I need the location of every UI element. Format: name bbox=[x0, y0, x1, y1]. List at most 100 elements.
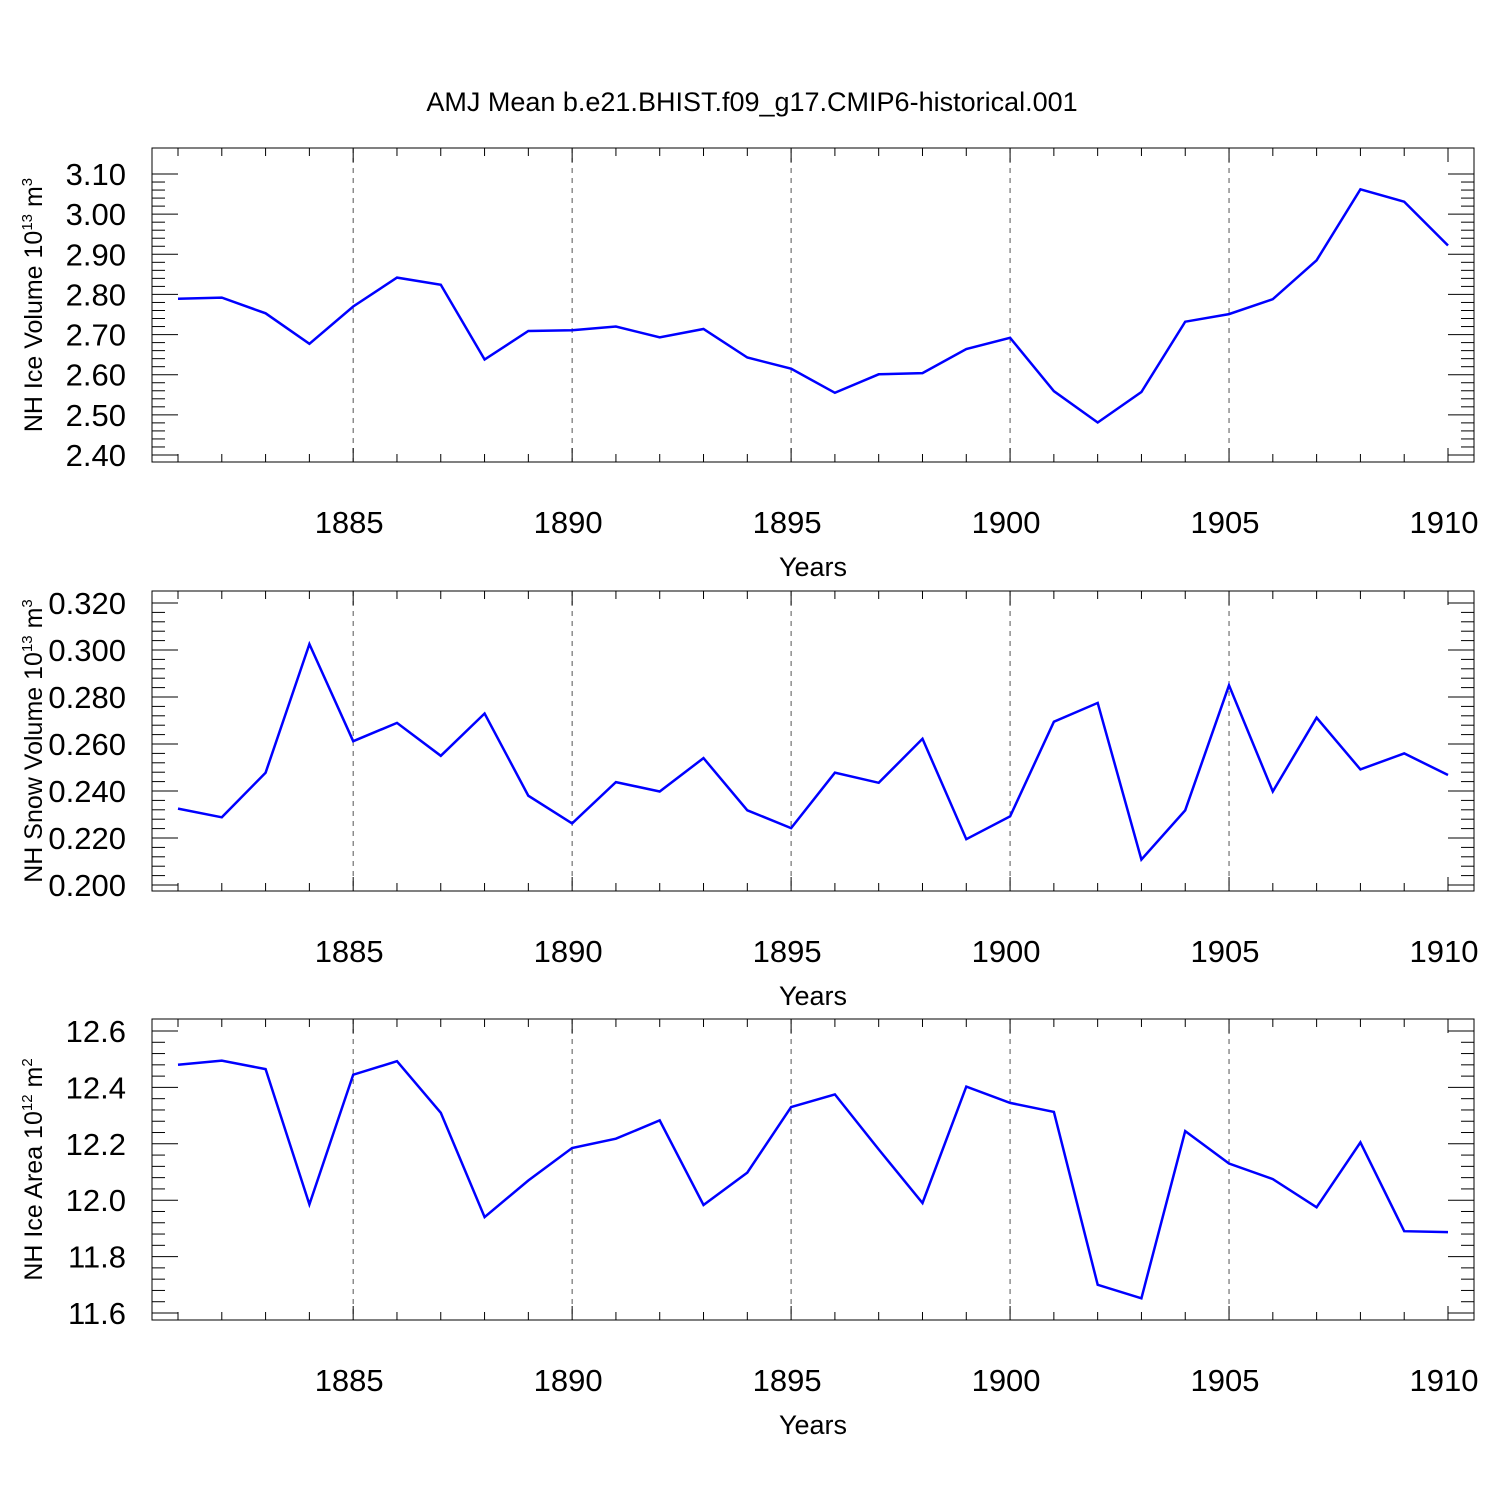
data-point bbox=[1447, 244, 1449, 246]
data-point bbox=[834, 772, 836, 774]
y-axis-label-text: m bbox=[20, 608, 48, 636]
x-tick-label: 1905 bbox=[1191, 1363, 1260, 1398]
plot-frame bbox=[151, 590, 1475, 892]
data-point bbox=[878, 1148, 880, 1150]
data-point bbox=[615, 1138, 617, 1140]
x-tick-label: 1900 bbox=[972, 934, 1041, 969]
data-point bbox=[527, 330, 529, 332]
data-point bbox=[440, 284, 442, 286]
panel-3: 11.6 11.8 12.0 12.2 12.4 12.6 1885 1890 1895 1900… bbox=[19, 1014, 1478, 1440]
data-point bbox=[659, 1119, 661, 1121]
y-axis-label-superscript: 13 bbox=[19, 635, 36, 652]
data-point bbox=[790, 827, 792, 829]
y-axis-label-superscript: 3 bbox=[19, 178, 36, 186]
x-tick-label: 1890 bbox=[534, 505, 603, 540]
data-point bbox=[221, 296, 223, 298]
x-tick-label: 1885 bbox=[315, 505, 384, 540]
data-point bbox=[1359, 768, 1361, 770]
y-axis-label-superscript: 13 bbox=[19, 214, 36, 231]
data-point bbox=[746, 1171, 748, 1173]
data-point bbox=[1359, 188, 1361, 190]
data-point bbox=[1272, 1178, 1274, 1180]
data-point bbox=[352, 1074, 354, 1076]
data-point bbox=[921, 372, 923, 374]
data-point bbox=[702, 328, 704, 330]
y-tick-label: 0.300 bbox=[48, 633, 126, 668]
data-point bbox=[1053, 721, 1055, 723]
data-point bbox=[571, 1147, 573, 1149]
data-point bbox=[1228, 1162, 1230, 1164]
y-tick-label: 0.240 bbox=[48, 774, 126, 809]
data-point bbox=[615, 781, 617, 783]
x-tick-label: 1910 bbox=[1410, 505, 1479, 540]
y-tick-label: 12.4 bbox=[66, 1070, 126, 1105]
x-tick-label: 1885 bbox=[315, 1363, 384, 1398]
x-tick-label: 1910 bbox=[1410, 1363, 1479, 1398]
y-axis-label-superscript: 12 bbox=[19, 1094, 36, 1111]
x-tick-label: 1895 bbox=[753, 1363, 822, 1398]
data-point bbox=[746, 356, 748, 358]
data-point bbox=[177, 1064, 179, 1066]
data-point bbox=[1403, 752, 1405, 754]
data-point bbox=[834, 1093, 836, 1095]
data-point bbox=[965, 838, 967, 840]
series-line bbox=[177, 640, 1449, 863]
y-axis-label-text: NH Ice Volume 10 bbox=[20, 231, 48, 433]
y-tick-label: 2.50 bbox=[66, 398, 126, 433]
data-point bbox=[1184, 809, 1186, 811]
panel-2: 0.200 0.220 0.240 0.260 0.280 0.300 0.320 1885 1… bbox=[19, 586, 1478, 1011]
data-point bbox=[1009, 815, 1011, 817]
y-axis-label-superscript: 2 bbox=[19, 1058, 36, 1066]
data-point bbox=[1009, 337, 1011, 339]
data-point bbox=[571, 822, 573, 824]
y-tick-label: 12.2 bbox=[66, 1127, 126, 1162]
data-point bbox=[1272, 298, 1274, 300]
data-point bbox=[1447, 774, 1449, 776]
series-line bbox=[177, 1059, 1449, 1300]
data-point bbox=[1228, 313, 1230, 315]
data-point bbox=[1009, 1102, 1011, 1104]
data-point bbox=[921, 738, 923, 740]
data-point bbox=[1228, 684, 1230, 686]
data-point bbox=[571, 329, 573, 331]
y-tick-label: 0.220 bbox=[48, 821, 126, 856]
data-point bbox=[527, 1179, 529, 1181]
data-point bbox=[1403, 201, 1405, 203]
data-point bbox=[440, 1112, 442, 1114]
data-point bbox=[1315, 717, 1317, 719]
y-tick-label: 11.8 bbox=[68, 1240, 126, 1275]
data-point bbox=[1272, 790, 1274, 792]
data-point bbox=[1315, 259, 1317, 261]
data-point bbox=[1097, 1284, 1099, 1286]
y-tick-label: 12.6 bbox=[66, 1014, 126, 1049]
data-point bbox=[1140, 858, 1142, 860]
data-point bbox=[1097, 702, 1099, 704]
x-tick-label: 1900 bbox=[972, 505, 1041, 540]
data-point bbox=[834, 392, 836, 394]
x-tick-label: 1890 bbox=[534, 1363, 603, 1398]
y-axis-label: NH Snow Volume 1013 m3 bbox=[19, 599, 48, 883]
data-point bbox=[1403, 1230, 1405, 1232]
data-point bbox=[1140, 391, 1142, 393]
data-point bbox=[921, 1202, 923, 1204]
x-tick-label: 1895 bbox=[753, 934, 822, 969]
series-line bbox=[177, 187, 1449, 425]
y-tick-label: 0.320 bbox=[48, 586, 126, 621]
y-tick-label: 11.6 bbox=[68, 1296, 126, 1331]
data-point bbox=[1140, 1297, 1142, 1299]
data-point bbox=[396, 276, 398, 278]
y-axis-label: NH Ice Area 1012 m2 bbox=[19, 1058, 48, 1280]
data-point bbox=[483, 1216, 485, 1218]
y-tick-label: 2.60 bbox=[66, 358, 126, 393]
y-axis-label-text: m bbox=[20, 1067, 48, 1095]
y-tick-label: 12.0 bbox=[66, 1183, 126, 1218]
data-point bbox=[1053, 1111, 1055, 1113]
data-point bbox=[264, 312, 266, 314]
x-tick-label: 1890 bbox=[534, 934, 603, 969]
x-tick-label: 1905 bbox=[1191, 934, 1260, 969]
data-point bbox=[1184, 1130, 1186, 1132]
data-point bbox=[1097, 421, 1099, 423]
data-point bbox=[659, 336, 661, 338]
data-point bbox=[746, 809, 748, 811]
y-axis-label-text: NH Snow Volume 10 bbox=[20, 652, 48, 883]
